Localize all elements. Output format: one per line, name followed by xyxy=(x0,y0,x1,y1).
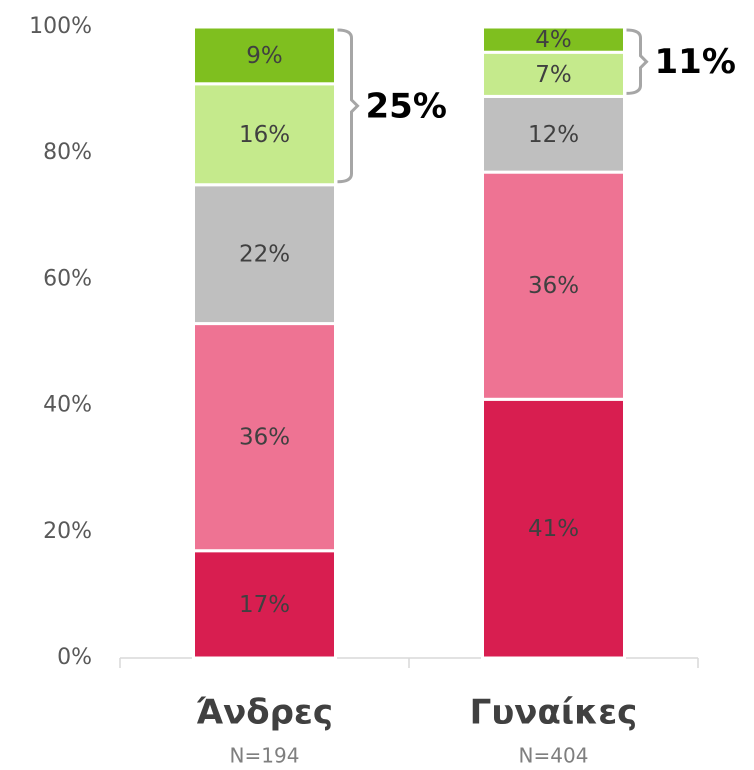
bracket xyxy=(337,28,360,184)
bar-segment xyxy=(481,50,626,98)
value-label: 36% xyxy=(528,273,579,299)
value-label: 22% xyxy=(239,242,290,268)
bar-segment xyxy=(481,170,626,401)
value-label: 9% xyxy=(246,43,283,69)
bar-segment xyxy=(192,322,337,553)
value-label: 12% xyxy=(528,122,579,148)
x-tick-label: Άνδρες xyxy=(196,693,333,733)
value-label: 7% xyxy=(535,62,572,88)
bar-segment xyxy=(481,397,626,660)
sample-size: N=194 xyxy=(230,744,300,768)
value-label: 16% xyxy=(239,122,290,148)
y-tick-label: 100% xyxy=(29,14,92,39)
value-label: 17% xyxy=(239,592,290,618)
y-tick-label: 80% xyxy=(43,140,92,165)
x-tick-label: Γυναίκες xyxy=(470,693,638,733)
sample-size: N=404 xyxy=(519,744,589,768)
bar-segment xyxy=(192,25,337,86)
bar-segment xyxy=(192,549,337,660)
value-label: 36% xyxy=(239,425,290,451)
value-label: 4% xyxy=(535,27,572,53)
y-tick-label: 40% xyxy=(43,393,92,418)
bracket xyxy=(626,28,649,95)
y-tick-label: 0% xyxy=(57,645,92,670)
annotation: 25% xyxy=(366,86,447,126)
annotation: 11% xyxy=(655,42,736,82)
bar-segment xyxy=(481,94,626,174)
bar-segment xyxy=(481,25,626,54)
y-tick-label: 60% xyxy=(43,266,92,291)
value-label: 41% xyxy=(528,516,579,542)
bar-segment xyxy=(192,82,337,187)
y-tick-label: 20% xyxy=(43,519,92,544)
